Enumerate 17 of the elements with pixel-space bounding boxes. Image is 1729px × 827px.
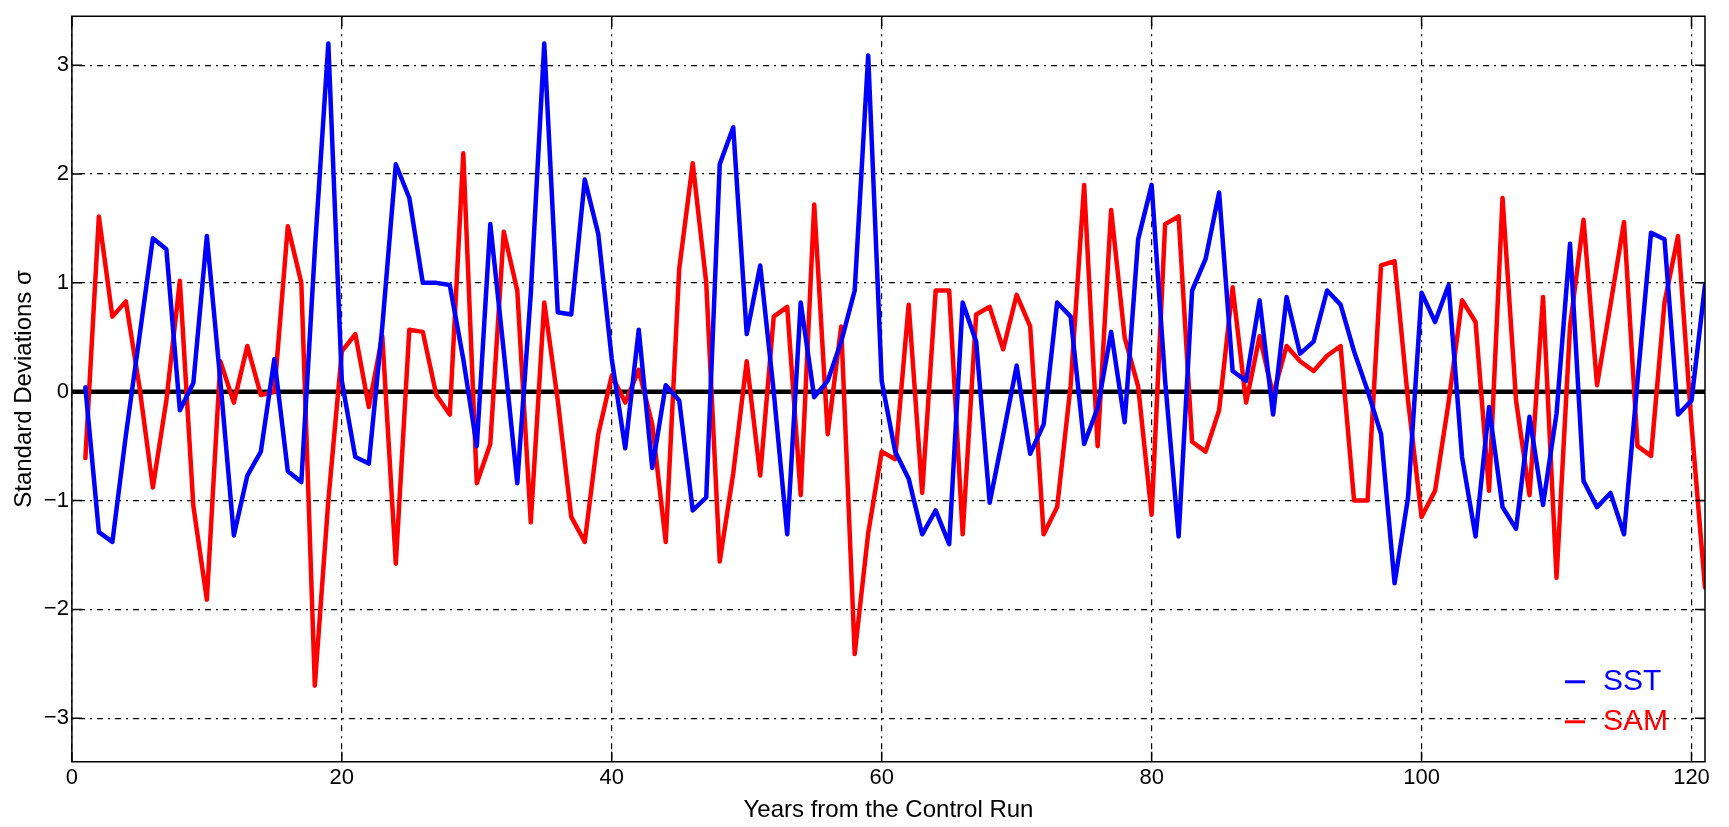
y-tick-label: 1	[56, 268, 69, 294]
legend-label: SAM	[1602, 703, 1669, 737]
x-tick-label: 80	[1139, 764, 1164, 790]
y-tick-label: 3	[56, 51, 69, 77]
y-tick-label: −1	[43, 486, 69, 512]
x-tick-label: 60	[869, 764, 894, 790]
y-tick-label: 2	[56, 160, 69, 186]
x-tick-label: 40	[599, 764, 624, 790]
legend-label: SST	[1602, 663, 1662, 697]
y-tick-label: −3	[43, 704, 69, 730]
y-tick-label: 0	[56, 377, 69, 403]
y-tick-label: −2	[43, 595, 69, 621]
x-tick-label: 100	[1403, 764, 1440, 790]
y-axis-title: Standard Deviations σ	[9, 270, 37, 508]
x-axis-title: Years from the Control Run	[743, 795, 1034, 823]
x-tick-label: 20	[329, 764, 355, 790]
x-tick-label: 120	[1673, 764, 1710, 790]
